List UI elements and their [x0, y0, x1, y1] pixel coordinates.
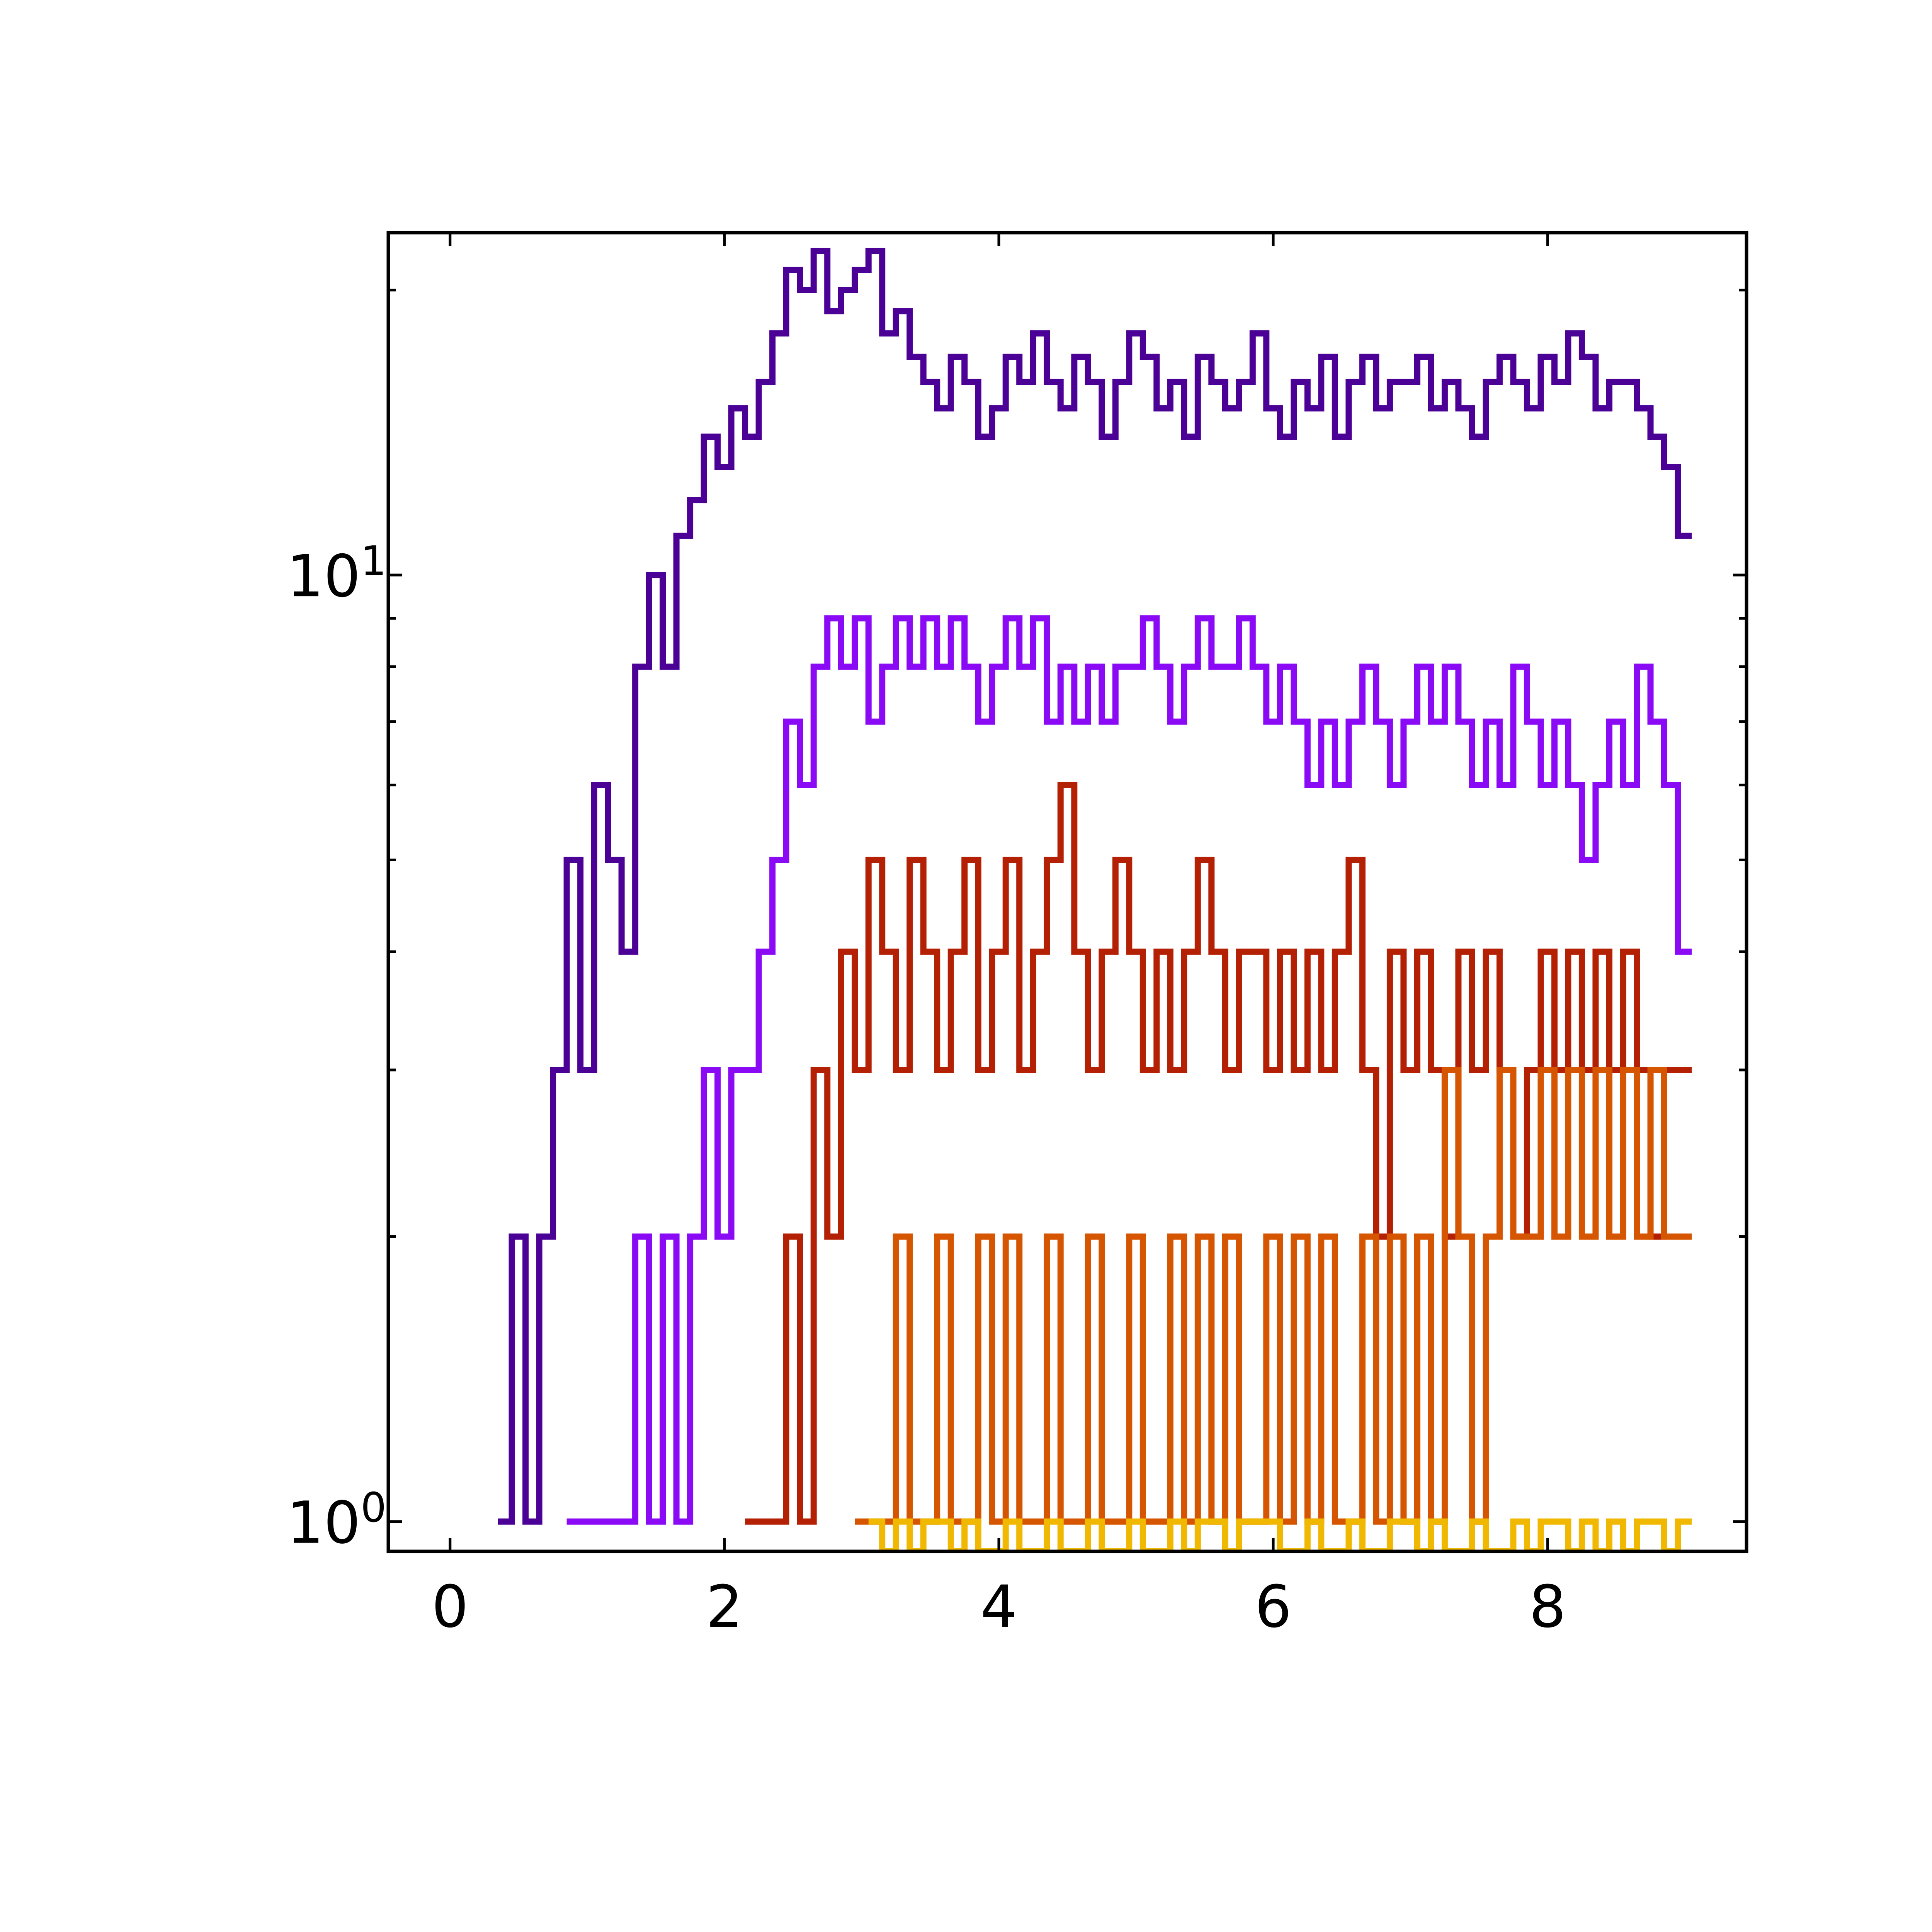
- x-tick-labels: 0 2 4 6 8: [432, 1573, 1566, 1641]
- series-line-5: [868, 1518, 1692, 1551]
- plot-frame: [386, 231, 1748, 1553]
- x-tick-label: 2: [706, 1573, 743, 1641]
- y-tick-label: 101: [287, 537, 386, 610]
- series-layer: [498, 248, 1692, 1551]
- y-tick-base: 10: [287, 1490, 361, 1557]
- y-tick-labels: 100 101: [287, 537, 386, 1557]
- y-tick-label: 100: [287, 1484, 386, 1557]
- y-tick-base: 10: [287, 543, 361, 610]
- series-line-2: [566, 615, 1692, 1525]
- x-tick-label: 0: [432, 1573, 468, 1641]
- series-line-3: [745, 782, 1692, 1525]
- y-tick-exponent: 1: [361, 537, 386, 585]
- y-tick-exponent: 0: [361, 1484, 386, 1531]
- x-tick-label: 4: [980, 1573, 1017, 1641]
- x-tick-label: 8: [1529, 1573, 1566, 1641]
- series-line-4: [855, 1067, 1692, 1525]
- series-line-1: [498, 248, 1692, 1525]
- x-tick-label: 6: [1255, 1573, 1291, 1641]
